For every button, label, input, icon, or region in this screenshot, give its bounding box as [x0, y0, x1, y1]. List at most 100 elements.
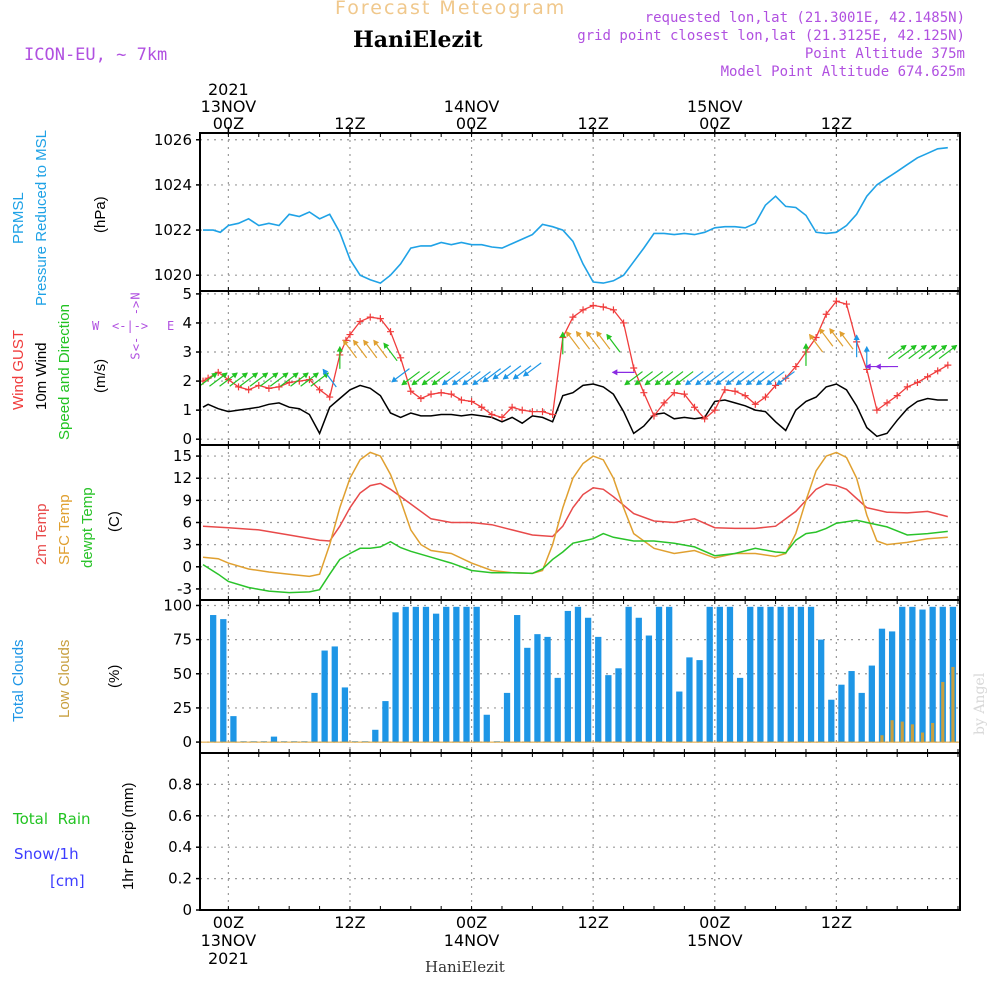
wind-arrow-head	[431, 379, 439, 386]
clouds-unit-label: (%)	[106, 664, 123, 688]
wind-arrow-head	[342, 339, 349, 346]
gust-marker	[589, 302, 597, 310]
gust-marker	[275, 383, 283, 391]
gust-marker	[680, 390, 688, 398]
gust-marker	[356, 318, 364, 326]
wind-arrow-head	[502, 373, 509, 380]
wind-arrow-head	[211, 372, 218, 379]
total-cloud-bar	[828, 699, 835, 743]
wind-arrow-head	[755, 379, 763, 386]
low-cloud-bar	[900, 721, 904, 743]
wind-arrow-head	[606, 333, 613, 341]
y-tick-label: 100	[163, 596, 192, 614]
wind-arrow-head	[596, 330, 603, 338]
gust-marker	[387, 328, 395, 336]
wind-arrow-head	[705, 379, 712, 386]
time-label-bottom: 2021	[208, 949, 249, 968]
total-cloud-bar	[706, 606, 713, 743]
y-tick-label: 1020	[154, 266, 192, 284]
y-tick-label: -3	[177, 580, 192, 598]
total-cloud-bar	[220, 619, 227, 743]
total-cloud-bar	[666, 606, 673, 743]
gust-marker	[893, 392, 901, 400]
y-tick-label: 50	[173, 665, 192, 683]
wind-arrow-head	[664, 379, 672, 386]
low-cloud-bar	[880, 735, 884, 743]
panel-frame	[199, 752, 961, 911]
wind-arrow-head	[482, 376, 489, 383]
y-tick-label: 1022	[154, 221, 192, 239]
wind-arrow-head	[231, 372, 238, 379]
time-label-top: 00Z	[456, 114, 487, 133]
gust-marker	[640, 389, 648, 397]
pressure-label-prmsl: PRMSL	[10, 192, 27, 244]
time-label-top: 12Z	[821, 114, 852, 133]
low-cloud-bar	[910, 724, 914, 743]
time-label-bottom: 12Z	[578, 913, 609, 932]
y-tick-label: 3	[182, 343, 192, 361]
total-cloud-bar	[534, 634, 541, 743]
total-cloud-bar	[432, 613, 440, 743]
gust-marker	[751, 400, 759, 408]
total-cloud-bar	[716, 606, 723, 743]
time-label-top: 12Z	[578, 114, 609, 133]
gust-marker	[488, 410, 496, 418]
gust-marker	[397, 354, 405, 362]
wind-arrow-head	[644, 379, 651, 386]
clouds-low-label: Low Clouds	[56, 639, 73, 718]
gust-marker	[913, 379, 921, 387]
clouds-total-label: Total Clouds	[10, 639, 27, 722]
wind-arrow-head	[802, 343, 810, 349]
requested-coords: requested lon,lat (21.3001E, 42.1485N)	[644, 10, 965, 26]
total-cloud-bar	[777, 606, 784, 743]
gust-marker	[670, 389, 678, 397]
y-tick-label: 9	[182, 491, 192, 509]
y-tick-label: 0.2	[168, 870, 192, 888]
wind-arrow-head	[920, 344, 927, 351]
wind-arrow-head	[586, 330, 592, 338]
chart-title: Forecast Meteogram	[335, 0, 567, 19]
gust-marker	[478, 403, 486, 411]
wind-arrow-head	[735, 379, 743, 386]
total-cloud-bar	[331, 646, 338, 743]
compass-arrow-up: ->	[129, 300, 144, 316]
total-cloud-bar	[736, 677, 744, 743]
wind-arrow-head	[441, 379, 449, 386]
total-cloud-bar	[635, 617, 642, 743]
gust-marker	[437, 389, 445, 397]
time-label-top: 13NOV	[201, 97, 257, 116]
total-cloud-bar	[524, 647, 531, 743]
series-10m-wind	[202, 383, 948, 438]
precip-snow-label: Snow/1h	[14, 845, 79, 863]
gust-marker	[701, 415, 709, 423]
compass-rose: N -> W <-|-> E <- S	[92, 289, 182, 361]
wind-arrow-head	[695, 379, 702, 386]
total-cloud-bar	[574, 606, 582, 743]
compass-arrows-horizontal: <-|->	[112, 319, 149, 333]
gust-marker	[539, 408, 547, 416]
wind-arrow-head	[715, 379, 722, 386]
y-tick-label: 6	[182, 514, 192, 532]
y-tick-label: 1	[182, 401, 192, 419]
y-tick-label: 25	[173, 699, 192, 717]
pressure-label-msl: Pressure Reduced to MSL	[33, 130, 50, 306]
gust-marker	[944, 361, 952, 369]
total-cloud-bar	[767, 606, 774, 743]
total-cloud-bar	[747, 606, 754, 743]
time-label-bottom: 00Z	[699, 913, 730, 932]
model-altitude: Model Point Altitude 674.625m	[720, 64, 965, 80]
gust-marker	[630, 364, 638, 372]
total-cloud-bar	[564, 610, 571, 743]
low-cloud-bar	[951, 666, 955, 743]
gust-marker	[579, 306, 587, 314]
temp-dew-label: dewpt Temp	[79, 487, 96, 568]
gust-marker	[650, 412, 658, 420]
gust-marker	[417, 395, 425, 403]
total-cloud-bar	[696, 660, 703, 743]
compass-south: S	[128, 352, 143, 360]
wind-arrow-head	[865, 363, 871, 370]
wind-arrow-head	[910, 344, 917, 351]
time-label-bottom: 00Z	[213, 913, 244, 932]
y-tick-label: 4	[182, 314, 192, 332]
